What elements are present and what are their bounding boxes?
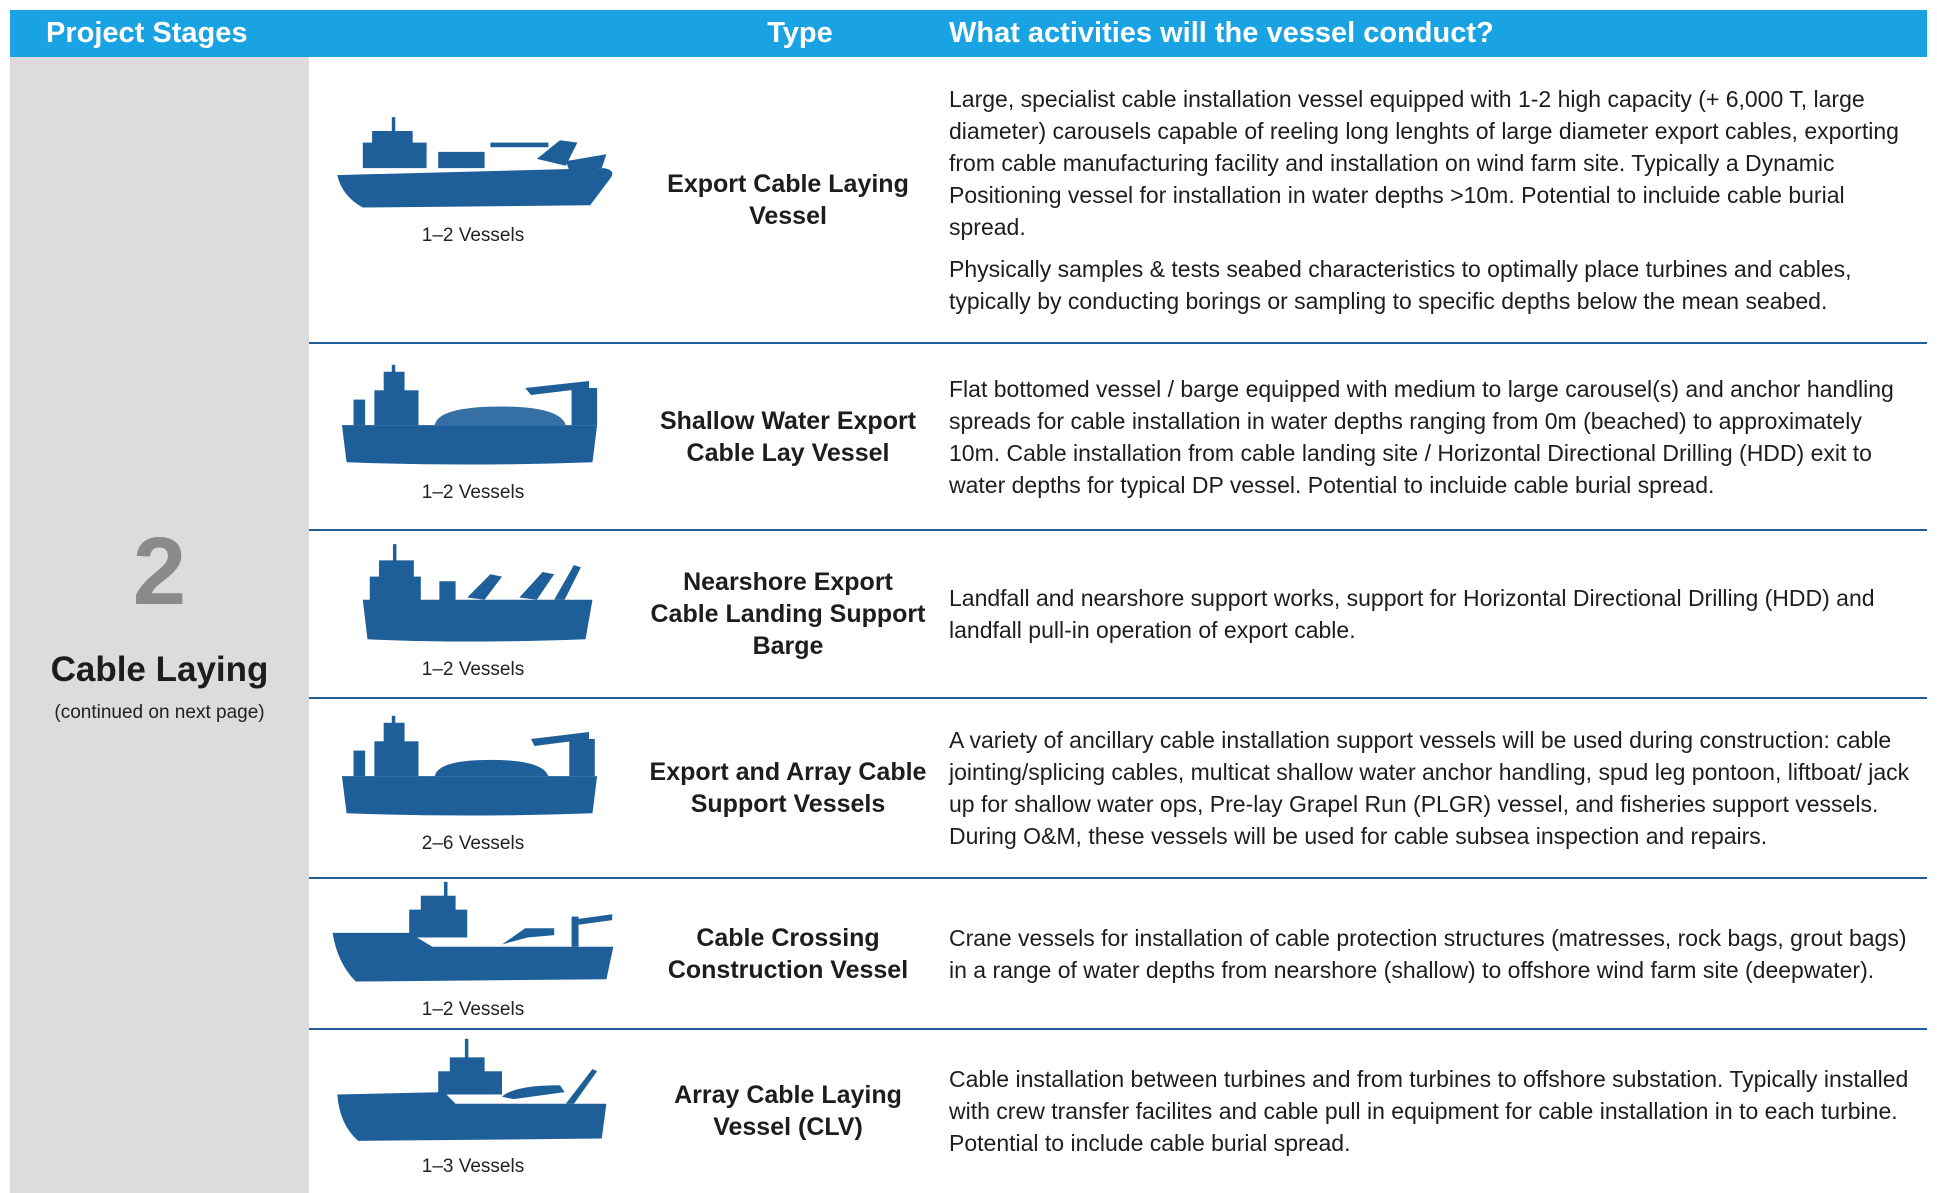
- vessel-count: 1–2 Vessels: [323, 999, 623, 1021]
- description: Flat bottomed vessel / barge equipped wi…: [949, 343, 1919, 530]
- stage-note: (continued on next page): [10, 702, 309, 724]
- vessel-count: 2–6 Vessels: [323, 833, 623, 855]
- description: Large, specialist cable installation ves…: [949, 57, 1919, 343]
- vessel-icon: [328, 1036, 618, 1146]
- column-header: Project Stages: [46, 10, 247, 57]
- column-header: What activities will the vessel conduct?: [949, 10, 1494, 57]
- table-row: 2–6 Vessels Export and Array Cable Suppor…: [309, 698, 1927, 878]
- stage-number: 2: [10, 517, 309, 627]
- vessel-type: Export Cable Laying Vessel: [649, 57, 927, 343]
- vessel-type: Shallow Water Export Cable Lay Vessel: [649, 343, 927, 530]
- header-bar: Project Stages Type What activities will…: [10, 10, 1927, 57]
- description-paragraph: Cable installation between turbines and …: [949, 1063, 1919, 1159]
- vessel-count: 1–2 Vessels: [323, 482, 623, 504]
- vessel-icon: [328, 362, 618, 472]
- column-header: Type: [650, 10, 950, 57]
- table-row: 1–2 Vessels Cable Crossing Construction V…: [309, 878, 1927, 1029]
- stage-name: Cable Laying: [10, 650, 309, 690]
- vessel-type: Export and Array Cable Support Vessels: [649, 698, 927, 878]
- description: Cable installation between turbines and …: [949, 1029, 1919, 1193]
- description-paragraph: Large, specialist cable installation ves…: [949, 83, 1919, 243]
- description: Landfall and nearshore support works, su…: [949, 530, 1919, 698]
- vessel-type: Cable Crossing Construction Vessel: [649, 878, 927, 1029]
- vessel-count: 1–3 Vessels: [323, 1156, 623, 1178]
- vessel-count: 1–2 Vessels: [323, 225, 623, 247]
- vessel-icon: [328, 539, 618, 649]
- description: A variety of ancillary cable installatio…: [949, 698, 1919, 878]
- description-paragraph: Landfall and nearshore support works, su…: [949, 582, 1919, 646]
- description-paragraph: Flat bottomed vessel / barge equipped wi…: [949, 373, 1919, 501]
- page: Project Stages Type What activities will…: [0, 0, 1937, 1193]
- table-row: 1–3 Vessels Array Cable Laying Vessel (CL…: [309, 1029, 1927, 1193]
- description: Crane vessels for installation of cable …: [949, 878, 1919, 1029]
- vessel-icon: [328, 713, 618, 823]
- table-row: 1–2 Vessels Shallow Water Export Cable La…: [309, 343, 1927, 530]
- vessel-icon: [328, 105, 618, 215]
- description-paragraph: Crane vessels for installation of cable …: [949, 922, 1919, 986]
- description-paragraph: A variety of ancillary cable installatio…: [949, 724, 1919, 852]
- vessel-type: Array Cable Laying Vessel (CLV): [649, 1029, 927, 1193]
- description-paragraph: Physically samples & tests seabed charac…: [949, 253, 1919, 317]
- stage-column: 2 Cable Laying (continued on next page): [10, 57, 309, 1193]
- vessel-icon: [328, 879, 618, 989]
- table-row: 1–2 Vessels Nearshore Export Cable Landin…: [309, 530, 1927, 698]
- vessel-type: Nearshore Export Cable Landing Support B…: [649, 530, 927, 698]
- vessel-count: 1–2 Vessels: [323, 659, 623, 681]
